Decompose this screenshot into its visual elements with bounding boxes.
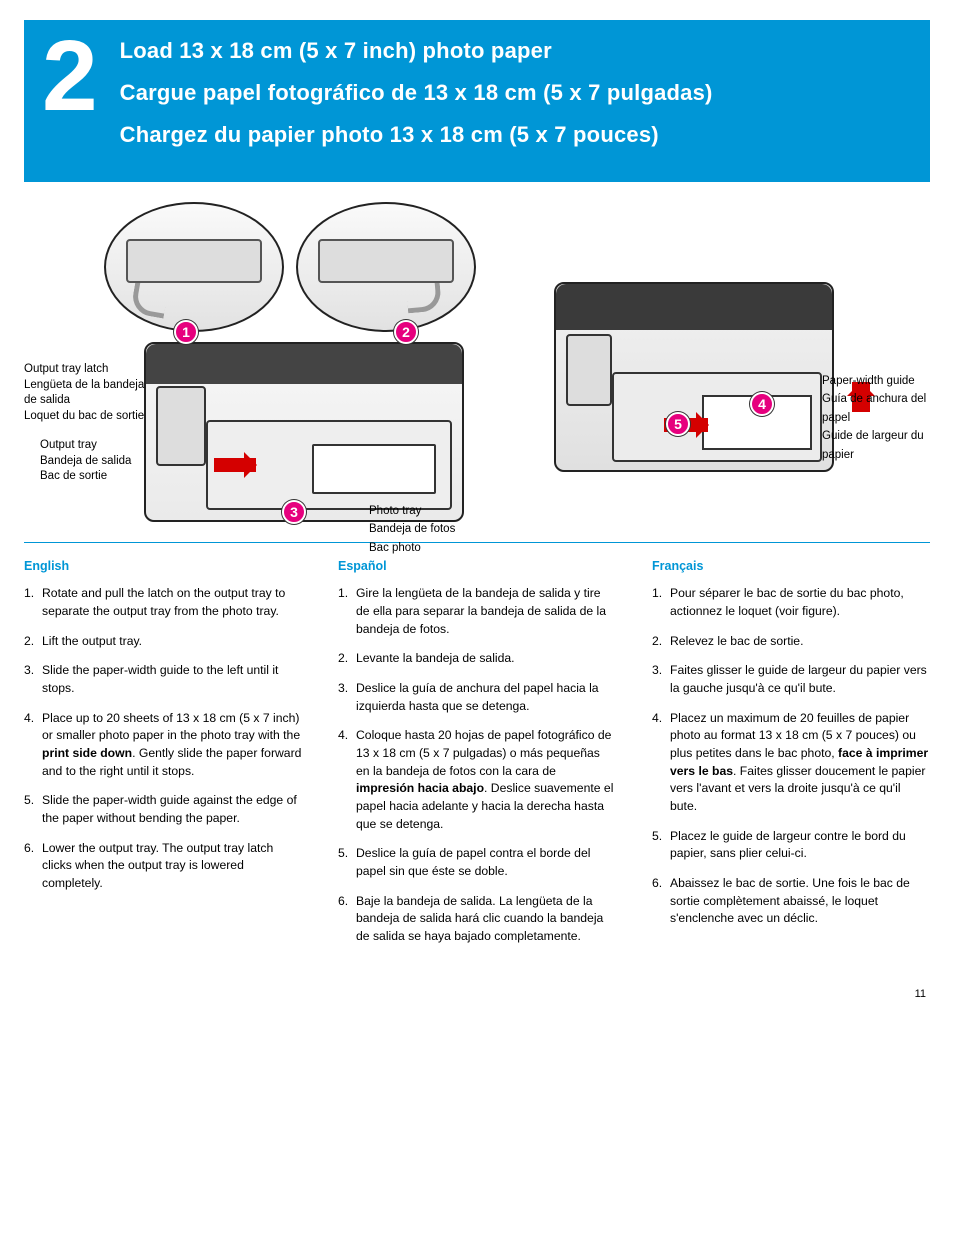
callout-badge-2: 2 — [394, 320, 418, 344]
label-guide-en: Paper-width guide — [822, 372, 942, 390]
figure-right: 4 5 Paper-width guide Guía de anchura de… — [554, 202, 914, 472]
heading-francais: Français — [652, 557, 930, 575]
fr-step-5: Placez le guide de largeur contre le bor… — [652, 828, 930, 863]
es-step-3: Deslice la guía de anchura del papel hac… — [338, 680, 616, 715]
label-latch-en: Output tray latch — [24, 362, 154, 378]
es-step-1: Gire la lengüeta de la bandeja de salida… — [338, 585, 616, 638]
left-label-block: Output tray latch Lengüeta de la bandeja… — [24, 362, 154, 499]
figure-left: 1 2 3 Output tray latch Lengüeta de la b… — [24, 202, 524, 522]
column-francais: Français Pour séparer le bac de sortie d… — [652, 557, 930, 958]
figure-row: 1 2 3 Output tray latch Lengüeta de la b… — [24, 192, 930, 530]
callout-badge-1: 1 — [174, 320, 198, 344]
fr-step-1: Pour séparer le bac de sortie du bac pho… — [652, 585, 930, 620]
label-photo-es: Bandeja de fotos — [369, 520, 489, 538]
title-es: Cargue papel fotográfico de 13 x 18 cm (… — [120, 80, 713, 106]
heading-espanol: Español — [338, 557, 616, 575]
callout-badge-4: 4 — [750, 392, 774, 416]
label-tray-es: Bandeja de salida — [40, 454, 154, 470]
photo-tray-label-block: Photo tray Bandeja de fotos Bac photo — [369, 502, 489, 557]
es-step-4: Coloque hasta 20 hojas de papel fotográf… — [338, 727, 616, 833]
callout-badge-3: 3 — [282, 500, 306, 524]
en-step-2: Lift the output tray. — [24, 633, 302, 651]
zoom-bubble-2 — [296, 202, 476, 332]
label-tray-en: Output tray — [40, 438, 154, 454]
printer-illustration-right — [554, 282, 834, 472]
es-step-6: Baje la bandeja de salida. La lengüeta d… — [338, 893, 616, 946]
column-english: English Rotate and pull the latch on the… — [24, 557, 302, 958]
fr-step-6: Abaissez le bac de sortie. Une fois le b… — [652, 875, 930, 928]
step-titles: Load 13 x 18 cm (5 x 7 inch) photo paper… — [120, 34, 713, 164]
width-guide-label-block: Paper-width guide Guía de anchura del pa… — [822, 372, 942, 464]
en-step-6: Lower the output tray. The output tray l… — [24, 840, 302, 893]
step-header: 2 Load 13 x 18 cm (5 x 7 inch) photo pap… — [24, 20, 930, 182]
label-tray-fr: Bac de sortie — [40, 469, 154, 485]
label-photo-fr: Bac photo — [369, 539, 489, 557]
es-step-2: Levante la bandeja de salida. — [338, 650, 616, 668]
en-step-4: Place up to 20 sheets of 13 x 18 cm (5 x… — [24, 710, 302, 781]
label-guide-fr: Guide de largeur du papier — [822, 427, 942, 464]
column-espanol: Español Gire la lengüeta de la bandeja d… — [338, 557, 616, 958]
fr-step-4: Placez un maximum de 20 feuilles de papi… — [652, 710, 930, 816]
heading-english: English — [24, 557, 302, 575]
es-step-5: Deslice la guía de papel contra el borde… — [338, 845, 616, 880]
callout-badge-5: 5 — [666, 412, 690, 436]
title-en: Load 13 x 18 cm (5 x 7 inch) photo paper — [120, 38, 713, 64]
label-guide-es: Guía de anchura del papel — [822, 390, 942, 427]
fr-step-3: Faites glisser le guide de largeur du pa… — [652, 662, 930, 697]
zoom-bubble-1 — [104, 202, 284, 332]
en-step-3: Slide the paper-width guide to the left … — [24, 662, 302, 697]
en-step-1: Rotate and pull the latch on the output … — [24, 585, 302, 620]
label-photo-en: Photo tray — [369, 502, 489, 520]
page-number: 11 — [24, 988, 930, 1000]
instruction-columns: English Rotate and pull the latch on the… — [24, 557, 930, 958]
fr-step-2: Relevez le bac de sortie. — [652, 633, 930, 651]
title-fr: Chargez du papier photo 13 x 18 cm (5 x … — [120, 122, 713, 148]
en-step-5: Slide the paper-width guide against the … — [24, 792, 302, 827]
printer-illustration-left — [144, 342, 464, 522]
step-number: 2 — [42, 34, 98, 119]
label-latch-fr: Loquet du bac de sortie — [24, 409, 154, 425]
label-latch-es: Lengüeta de la bandeja de salida — [24, 378, 154, 409]
arrow-3 — [214, 458, 256, 472]
